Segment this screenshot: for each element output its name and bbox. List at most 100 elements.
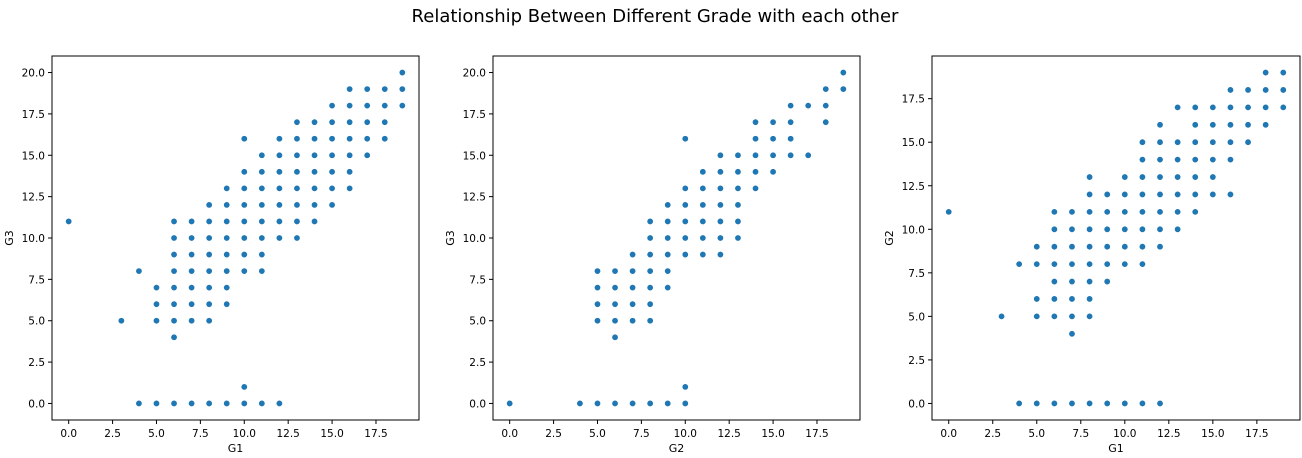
scatter-point (1068, 330, 1076, 338)
scatter-point (152, 317, 161, 325)
y-tick-label: 0.0 (469, 398, 486, 410)
y-tick-label: 2.5 (469, 357, 486, 369)
scatter-point (187, 267, 196, 275)
scatter-point (170, 217, 178, 226)
y-tick-label: 12.5 (22, 192, 45, 204)
scatter-point (628, 300, 637, 308)
scatter-point (611, 333, 619, 341)
scatter-point (1173, 173, 1182, 181)
scatter-point (628, 267, 637, 275)
scatter-point (328, 201, 336, 209)
scatter-point (1085, 277, 1094, 286)
scatter-point (1033, 312, 1041, 321)
scatter-point (240, 217, 248, 226)
scatter-point (152, 300, 161, 308)
scatter-point (681, 201, 689, 209)
scatter-point (593, 300, 602, 308)
scatter-point (275, 217, 284, 226)
scatter-point (786, 151, 795, 159)
scatter-point (187, 283, 196, 292)
scatter-point (223, 234, 231, 242)
scatter-point (1173, 208, 1182, 216)
scatter-point (699, 217, 707, 226)
scatter-point (699, 201, 707, 209)
scatter-point (769, 151, 777, 159)
scatter-point (734, 234, 742, 242)
scatter-point (293, 135, 301, 143)
scatter-point (1191, 155, 1199, 164)
figure-title: Relationship Between Different Grade wit… (412, 6, 899, 27)
scatter-point (1103, 225, 1111, 233)
scatter-point (734, 217, 742, 226)
scatter-point (293, 217, 301, 226)
scatter-point (1173, 225, 1182, 233)
scatter-point (1226, 86, 1235, 94)
scatter-point (611, 300, 619, 308)
scatter-point (1068, 312, 1076, 321)
x-tick-label: 17.5 (1245, 428, 1268, 440)
x-tick-label: 7.5 (1072, 428, 1089, 440)
scatter-point (804, 101, 812, 110)
scatter-point (1191, 121, 1199, 129)
y-tick-label: 17.5 (22, 109, 45, 121)
scatter-point (240, 267, 248, 275)
scatter-point (152, 399, 161, 408)
y-tick-label: 2.5 (28, 357, 45, 369)
scatter-point (716, 184, 725, 193)
scatter-point (240, 399, 248, 408)
scatter-point (646, 234, 654, 242)
x-tick-label: 17.5 (805, 428, 828, 440)
scatter-point (1033, 260, 1041, 268)
x-tick-label: 2.5 (545, 428, 562, 440)
scatter-point (1209, 121, 1217, 129)
scatter-point (822, 118, 830, 126)
scatter-point (505, 399, 514, 408)
scatter-point (258, 168, 266, 176)
scatter-point (345, 184, 354, 193)
scatter-point (1121, 260, 1129, 268)
scatter-point (593, 399, 602, 408)
y-tick-label: 20.0 (22, 68, 45, 80)
scatter-point (751, 151, 760, 159)
scatter-point (1085, 208, 1094, 216)
scatter-point (187, 234, 196, 242)
scatter-point (699, 250, 707, 259)
scatter-point (734, 201, 742, 209)
scatter-point (328, 151, 336, 159)
scatter-point (1226, 190, 1235, 199)
scatter-point (1138, 173, 1147, 181)
scatter-point (310, 151, 319, 159)
scatter-point (1173, 103, 1182, 112)
scatter-point (1103, 277, 1111, 286)
scatter-point (839, 85, 848, 93)
scatter-point (751, 184, 760, 193)
scatter-point (223, 300, 231, 308)
scatter-point (646, 267, 654, 275)
scatter-point (363, 135, 371, 143)
y-tick-label: 0.0 (908, 398, 925, 410)
y-tick-label: 15.0 (902, 137, 925, 149)
scatter-point (1279, 86, 1287, 94)
scatter-point (1033, 399, 1041, 408)
scatter-point (1226, 138, 1235, 146)
scatter-point (170, 267, 178, 275)
x-tick-label: 0.0 (940, 428, 957, 440)
scatter-point (681, 217, 689, 226)
scatter-point (646, 217, 654, 226)
y-tick-label: 5.0 (469, 316, 486, 328)
scatter-point (275, 168, 284, 176)
scatter-point (1068, 399, 1076, 408)
scatter-point (205, 317, 213, 325)
scatter-point (611, 267, 619, 275)
scatter-point (1033, 295, 1041, 303)
scatter-point (681, 399, 689, 408)
scatter-point (751, 135, 760, 143)
scatter-point (1068, 277, 1076, 286)
scatter-plot-3: 0.0 2.5 5.0 7.5 10.0 12.5 15.0 17.5 0.0 2.5 5.0 7.5… (883, 55, 1301, 455)
scatter-point (1085, 225, 1094, 233)
scatter-point (381, 101, 389, 110)
scatter-point (187, 217, 196, 226)
scatter-point (664, 267, 672, 275)
scatter-point (769, 118, 777, 126)
scatter-point (734, 168, 742, 176)
